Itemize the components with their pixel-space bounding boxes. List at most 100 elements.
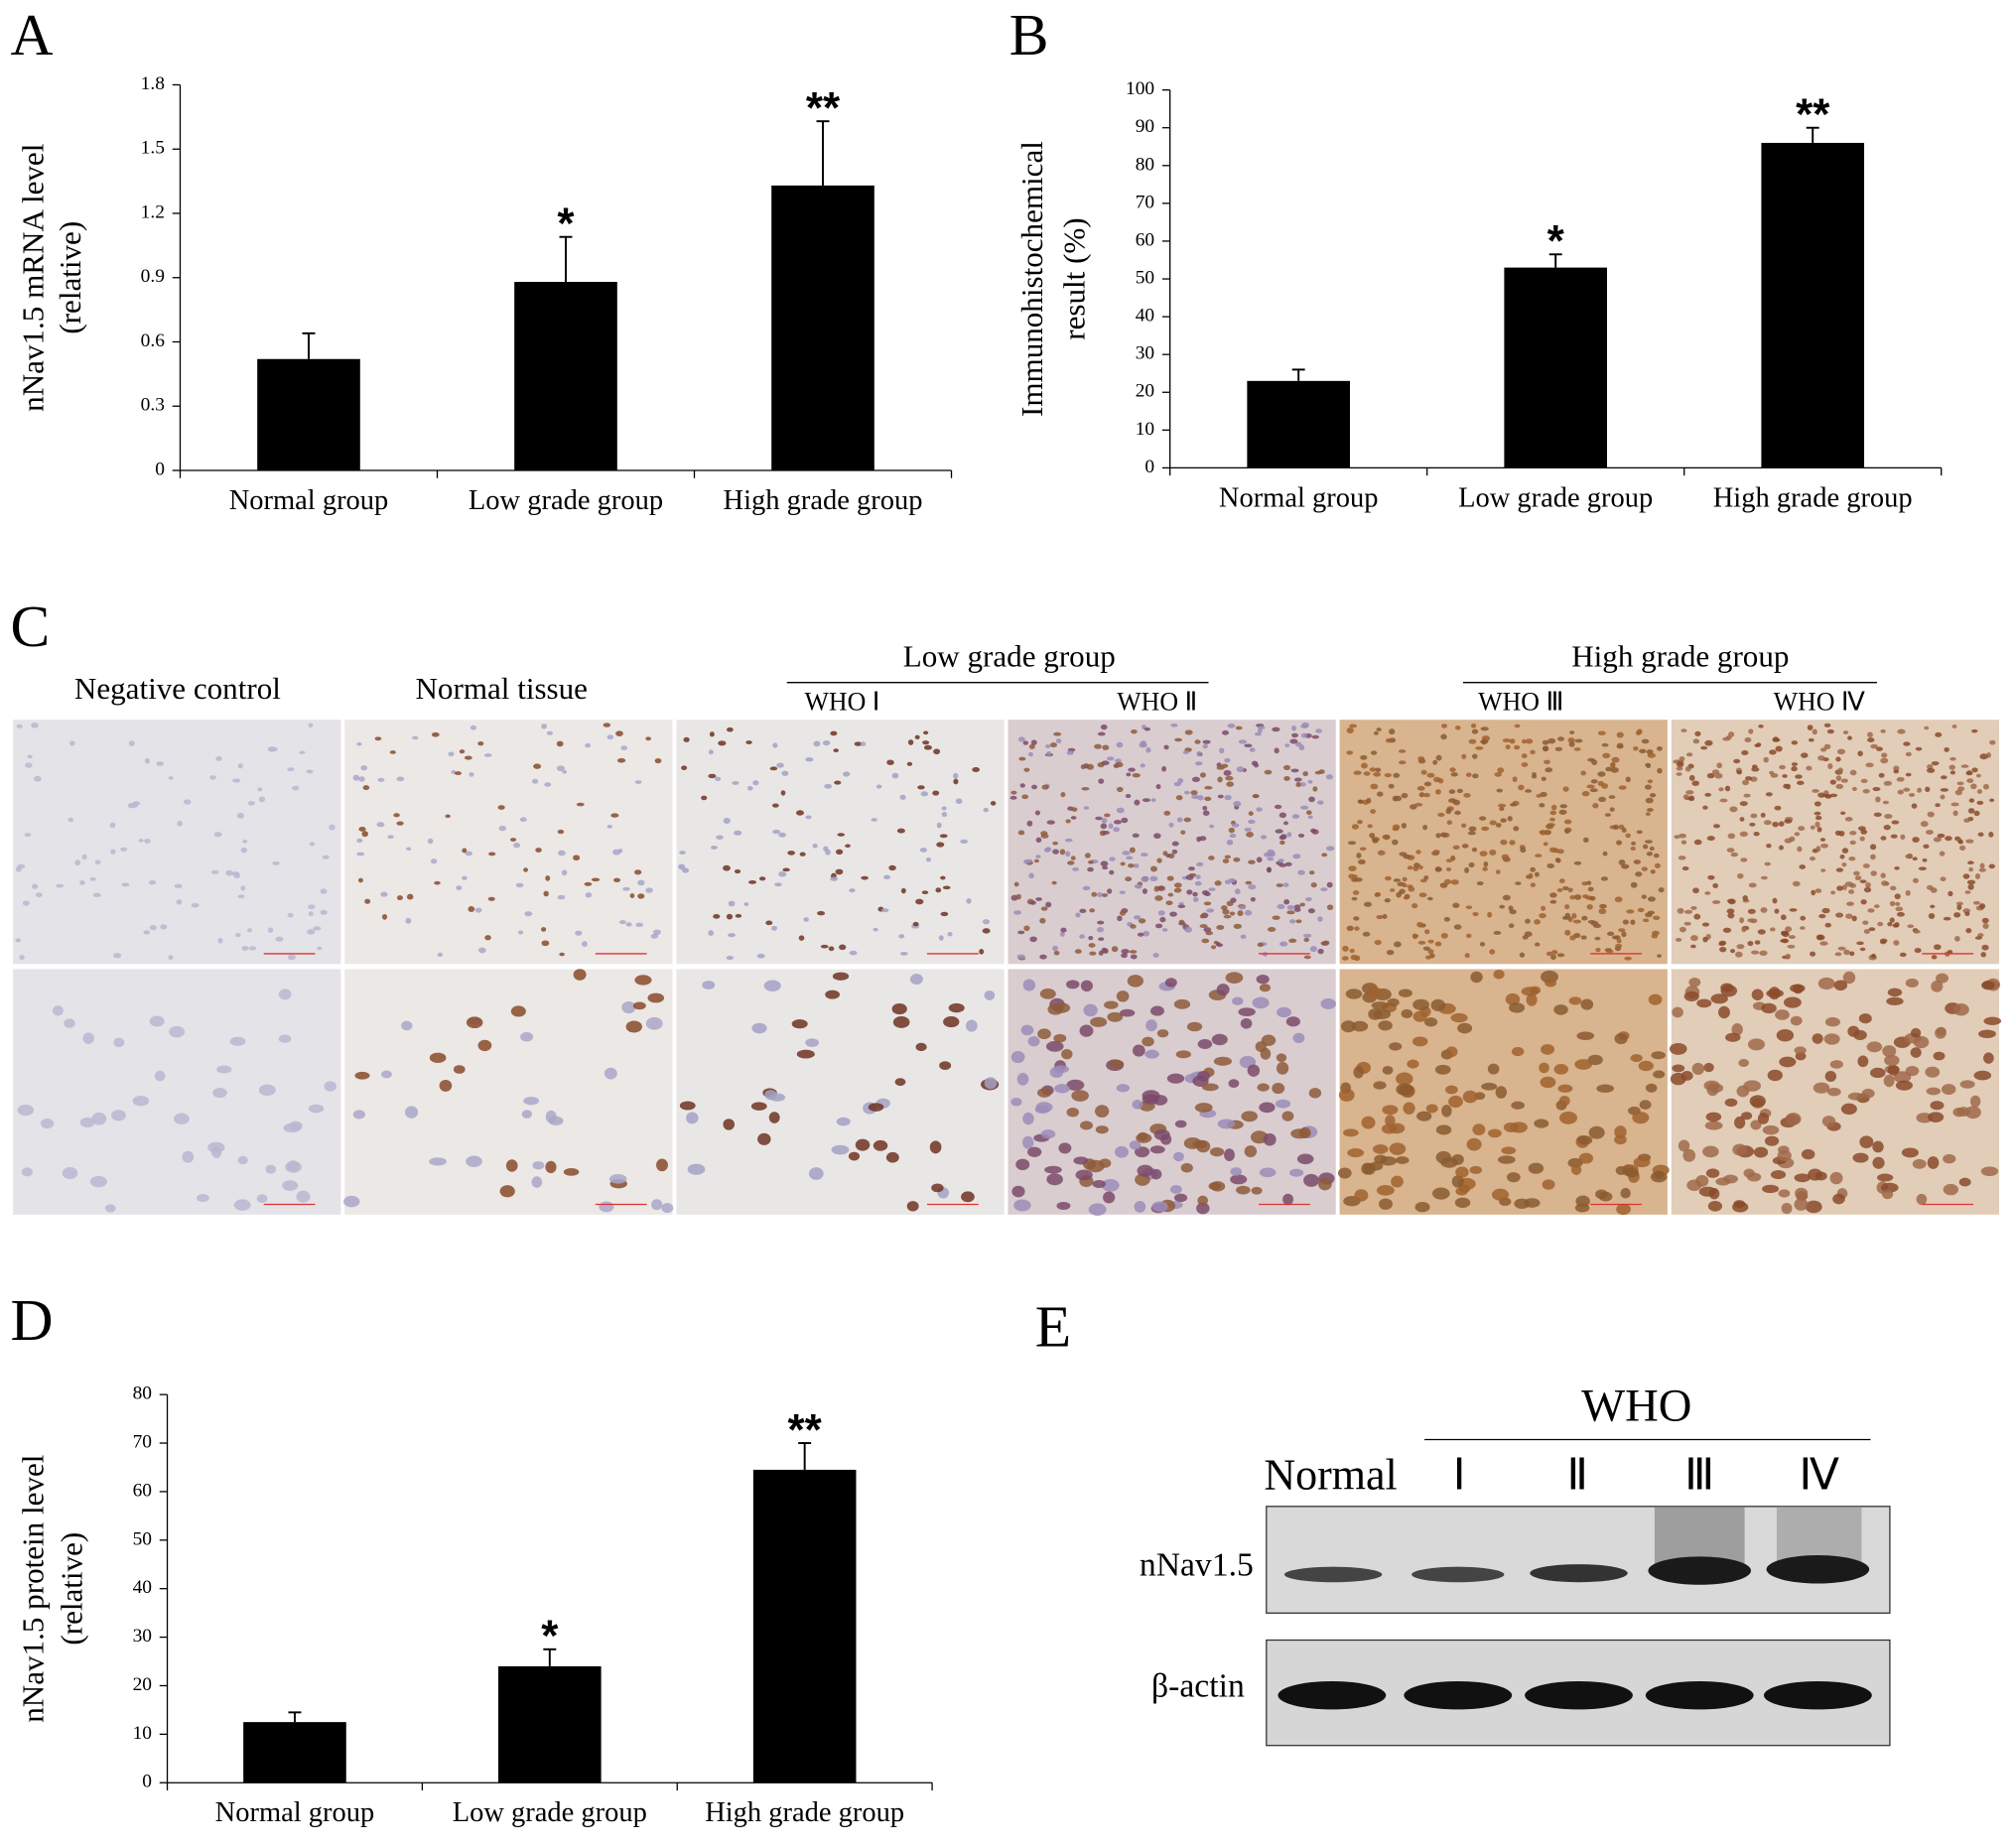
nucleus xyxy=(1573,894,1582,900)
nucleus xyxy=(1905,751,1912,757)
nucleus xyxy=(1821,907,1830,914)
nucleus xyxy=(1337,1167,1352,1179)
nucleus xyxy=(217,937,223,944)
nucleus xyxy=(1819,747,1827,752)
nucleus xyxy=(1587,886,1594,892)
nucleus xyxy=(1669,1042,1687,1055)
nucleus xyxy=(1641,738,1650,744)
nucleus xyxy=(1394,941,1402,948)
nucleus xyxy=(531,778,539,784)
nucleus xyxy=(613,877,621,883)
nucleus xyxy=(1722,1174,1738,1184)
nucleus xyxy=(1545,767,1553,773)
nucleus xyxy=(67,817,74,823)
nucleus xyxy=(1859,1135,1874,1149)
nucleus xyxy=(1631,841,1637,846)
nucleus xyxy=(1865,881,1871,888)
nucleus xyxy=(1814,815,1822,821)
nucleus xyxy=(1153,833,1161,840)
nucleus xyxy=(1868,927,1876,932)
nucleus xyxy=(1196,750,1202,757)
nucleus xyxy=(1411,903,1418,909)
lane-label: Ⅰ xyxy=(1453,1451,1466,1500)
nucleus xyxy=(1778,821,1785,827)
nucleus xyxy=(1910,1047,1922,1058)
nucleus xyxy=(1161,928,1168,932)
x-tick-label: Normal group xyxy=(229,485,389,516)
nucleus xyxy=(1113,820,1122,825)
nucleus xyxy=(1195,874,1201,879)
nucleus xyxy=(1282,882,1289,887)
nucleus xyxy=(1586,880,1592,885)
nucleus xyxy=(1780,914,1787,921)
nucleus xyxy=(1115,761,1124,768)
nucleus xyxy=(1224,757,1231,763)
nucleus xyxy=(1417,940,1426,945)
nucleus xyxy=(983,807,989,813)
nucleus xyxy=(1389,728,1396,735)
nucleus xyxy=(1972,900,1980,905)
nucleus xyxy=(1374,892,1382,897)
nucleus xyxy=(1199,772,1206,778)
nucleus xyxy=(524,911,533,917)
nucleus xyxy=(1370,750,1378,755)
nucleus xyxy=(1386,950,1395,956)
nucleus xyxy=(1851,786,1857,791)
nucleus xyxy=(1071,1090,1089,1102)
nucleus xyxy=(1074,949,1082,954)
nucleus xyxy=(1165,854,1171,858)
nucleus xyxy=(1354,877,1363,882)
nucleus xyxy=(1583,837,1589,844)
nucleus xyxy=(1718,787,1724,792)
nucleus xyxy=(79,1117,95,1128)
nucleus xyxy=(287,954,297,961)
nucleus xyxy=(1779,845,1784,851)
nucleus xyxy=(960,839,968,844)
nucleus xyxy=(710,846,718,850)
nucleus xyxy=(1226,839,1234,846)
nucleus xyxy=(1276,1053,1287,1062)
nucleus xyxy=(1648,993,1663,1005)
nucleus xyxy=(1908,793,1916,797)
nucleus xyxy=(1107,888,1113,894)
nucleus xyxy=(1841,861,1847,867)
nucleus xyxy=(1497,767,1505,773)
nucleus xyxy=(466,1155,482,1167)
nucleus xyxy=(94,859,101,864)
nucleus xyxy=(1535,854,1543,858)
nucleus xyxy=(257,787,263,792)
nucleus xyxy=(622,886,630,891)
nucleus xyxy=(1968,798,1975,803)
nucleus xyxy=(894,1078,906,1087)
nucleus xyxy=(1149,875,1158,882)
nucleus xyxy=(799,852,806,857)
nucleus xyxy=(1578,1152,1594,1164)
nucleus xyxy=(1298,744,1305,751)
nucleus xyxy=(1461,844,1469,849)
nucleus xyxy=(1045,1040,1064,1052)
nucleus xyxy=(1949,764,1955,770)
nucleus xyxy=(1614,1125,1627,1139)
nucleus xyxy=(1581,790,1590,797)
nucleus xyxy=(1125,876,1133,882)
nucleus xyxy=(429,1157,447,1166)
nucleus xyxy=(1097,892,1103,897)
y-tick-label: 60 xyxy=(1136,229,1154,250)
nucleus xyxy=(1238,1007,1256,1017)
nucleus xyxy=(1248,819,1256,825)
nucleus xyxy=(1823,723,1831,727)
nucleus xyxy=(1075,912,1081,918)
nucleus xyxy=(1630,881,1638,888)
nucleus xyxy=(1452,845,1460,851)
nucleus xyxy=(1191,794,1200,800)
nucleus xyxy=(982,928,991,934)
nucleus xyxy=(1349,724,1357,728)
nucleus xyxy=(1835,775,1842,782)
nucleus xyxy=(1309,946,1317,953)
nucleus xyxy=(559,952,565,957)
nucleus xyxy=(358,776,365,782)
nucleus xyxy=(1326,846,1335,852)
nucleus xyxy=(68,740,75,746)
nucleus xyxy=(1914,947,1922,954)
nucleus xyxy=(1059,849,1066,856)
